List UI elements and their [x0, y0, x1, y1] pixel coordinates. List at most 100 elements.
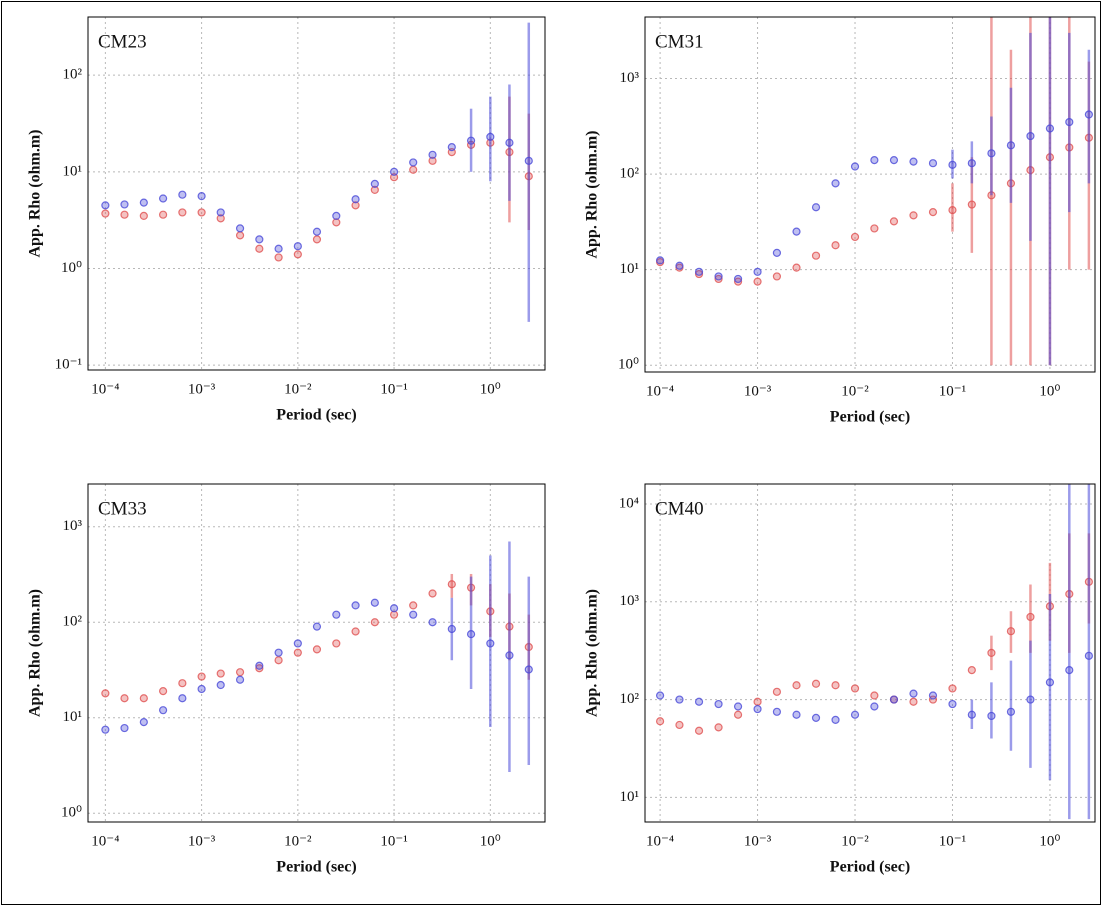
point — [466, 630, 476, 639]
point — [293, 639, 302, 648]
point — [1084, 110, 1093, 119]
y-axis-label: App. Rho (ohm.m) — [27, 589, 44, 717]
point — [967, 200, 976, 209]
point — [909, 689, 918, 698]
point — [811, 251, 821, 260]
point — [178, 190, 187, 199]
panel: 10⁻⁴ 10⁻³ 10⁻² 10⁻¹ 10⁰ 10⁰ 10¹ 10² 10³ CM31 Perio… — [584, 16, 1096, 426]
point — [370, 598, 379, 607]
x-axis-label: Period (sec) — [830, 409, 910, 426]
panel: 10⁻⁴ 10⁻³ 10⁻² 10⁻¹ 10⁰ 10¹ 10² 10³ 10⁴ CM40 Perio… — [584, 483, 1096, 876]
point — [428, 150, 437, 159]
point — [409, 601, 418, 610]
point — [101, 201, 110, 210]
y-tick-label: 10⁰ — [618, 357, 639, 373]
point — [332, 211, 341, 220]
point — [987, 711, 996, 721]
point — [524, 156, 533, 165]
point — [753, 704, 762, 714]
point — [733, 274, 743, 284]
point — [1026, 612, 1035, 622]
point — [850, 710, 860, 719]
point — [139, 198, 148, 207]
point — [428, 618, 437, 627]
point — [1006, 707, 1016, 716]
point — [101, 689, 110, 698]
point — [1084, 651, 1093, 660]
point — [370, 179, 379, 188]
point — [1026, 695, 1035, 704]
point — [694, 269, 704, 279]
point — [216, 680, 225, 690]
y-tick-label: 10³ — [620, 70, 640, 86]
chart-title: CM23 — [98, 31, 147, 52]
point — [216, 214, 225, 223]
point — [831, 179, 840, 188]
point — [293, 648, 302, 657]
point — [389, 167, 399, 176]
point — [831, 681, 840, 690]
point — [870, 691, 879, 700]
x-tick-label: 10⁻³ — [188, 381, 216, 397]
point — [967, 666, 976, 675]
chart-title: CM40 — [655, 498, 704, 519]
plot-border — [87, 483, 546, 823]
point — [486, 639, 495, 648]
plot-area — [88, 17, 545, 370]
y-tick-label: 10² — [620, 691, 640, 707]
point — [447, 143, 456, 152]
x-axis-label: Period (sec) — [830, 859, 910, 876]
point — [312, 235, 322, 244]
point — [675, 720, 684, 730]
point — [1006, 627, 1016, 636]
point — [909, 697, 918, 706]
point — [389, 604, 399, 613]
point — [120, 694, 129, 703]
point — [293, 242, 302, 251]
x-tick-label: 10⁻¹ — [939, 833, 966, 849]
point — [274, 244, 283, 253]
chart-title: CM31 — [655, 31, 704, 52]
point — [139, 718, 148, 727]
point — [158, 706, 168, 715]
point — [312, 622, 322, 631]
point — [428, 156, 437, 165]
y-tick-label: 10¹ — [620, 789, 640, 805]
point — [948, 684, 957, 693]
point — [811, 203, 821, 212]
y-tick-label: 10⁻¹ — [55, 357, 82, 373]
point — [1065, 666, 1074, 675]
point — [158, 194, 168, 203]
plot-border — [87, 16, 546, 371]
point — [870, 156, 879, 165]
point — [235, 668, 245, 677]
plot-border — [644, 483, 1096, 823]
point — [197, 684, 206, 694]
point — [733, 702, 743, 711]
point — [928, 691, 938, 700]
point — [216, 208, 225, 217]
x-tick-label: 10⁻⁴ — [91, 833, 119, 849]
point — [694, 267, 704, 276]
y-axis-label: App. Rho (ohm.m) — [584, 589, 601, 717]
point — [811, 679, 821, 688]
point — [714, 274, 723, 284]
point — [312, 645, 322, 654]
point — [505, 651, 514, 660]
point — [158, 210, 168, 219]
point — [889, 156, 899, 165]
point — [139, 211, 148, 220]
point — [753, 267, 762, 276]
point — [889, 217, 899, 226]
point — [714, 699, 723, 709]
x-tick-label: 10⁻³ — [744, 383, 772, 399]
point — [655, 256, 665, 265]
point — [409, 165, 418, 174]
x-axis-label: Period (sec) — [276, 859, 356, 876]
point — [889, 695, 899, 704]
point — [928, 159, 938, 168]
x-tick-label: 10⁻¹ — [380, 381, 407, 397]
x-tick-label: 10⁻⁴ — [646, 383, 674, 399]
point — [714, 272, 723, 281]
point — [714, 723, 723, 732]
